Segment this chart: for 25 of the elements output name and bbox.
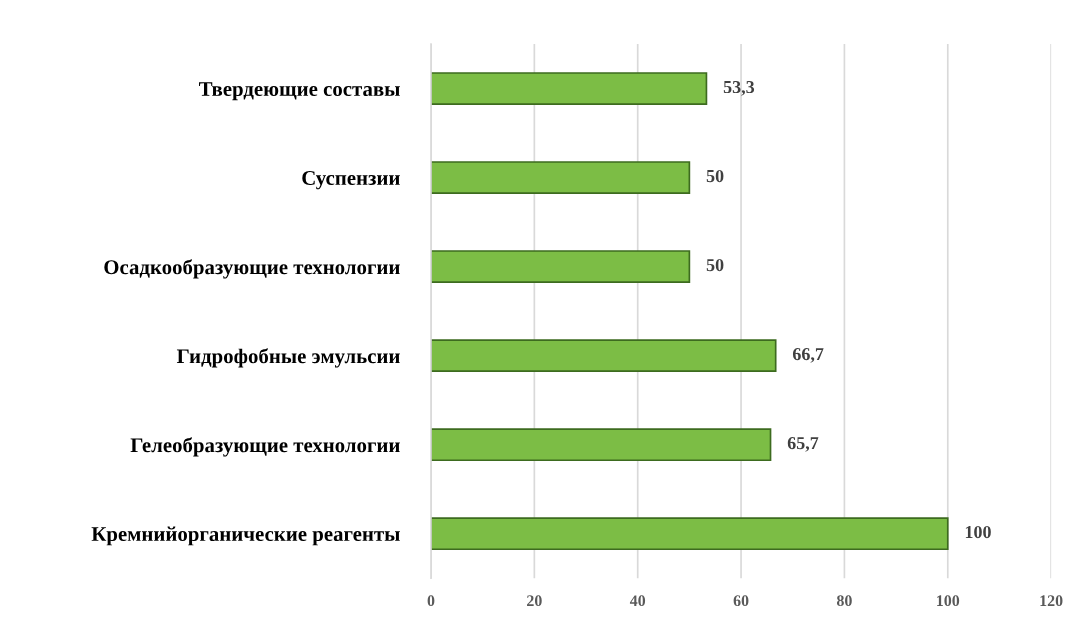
x-tick-label: 100 <box>937 595 960 607</box>
x-tick-label: 80 <box>836 595 852 607</box>
bar <box>431 161 691 195</box>
y-tick-label: Твердеющие составы <box>199 82 400 101</box>
y-tick-label: Кремнийорганические реагенты <box>91 526 400 546</box>
data-label: 50 <box>706 169 724 183</box>
y-tick-label: Суспензии <box>302 171 400 190</box>
x-tick-label: 60 <box>733 595 749 607</box>
data-label: 100 <box>965 525 991 539</box>
y-tick-label: Гелеобразующие технологии <box>130 437 400 457</box>
data-label: 66,7 <box>792 348 824 363</box>
x-tick-label: 120 <box>1040 595 1063 607</box>
bar <box>431 72 708 106</box>
y-tick-label: Осадкообразующие технологии <box>104 259 400 279</box>
x-tick-label: 40 <box>629 595 646 607</box>
bar <box>431 250 691 284</box>
data-label: 50 <box>706 258 724 272</box>
y-tick-label: Гидрофобные эмульсии <box>176 348 400 368</box>
bar <box>431 428 772 462</box>
bar <box>431 339 777 373</box>
bar <box>431 517 949 551</box>
data-label: 65,7 <box>787 437 819 452</box>
x-tick-label: 0 <box>427 595 435 607</box>
x-tick-label: 20 <box>527 595 542 607</box>
data-label: 53,3 <box>723 80 755 96</box>
